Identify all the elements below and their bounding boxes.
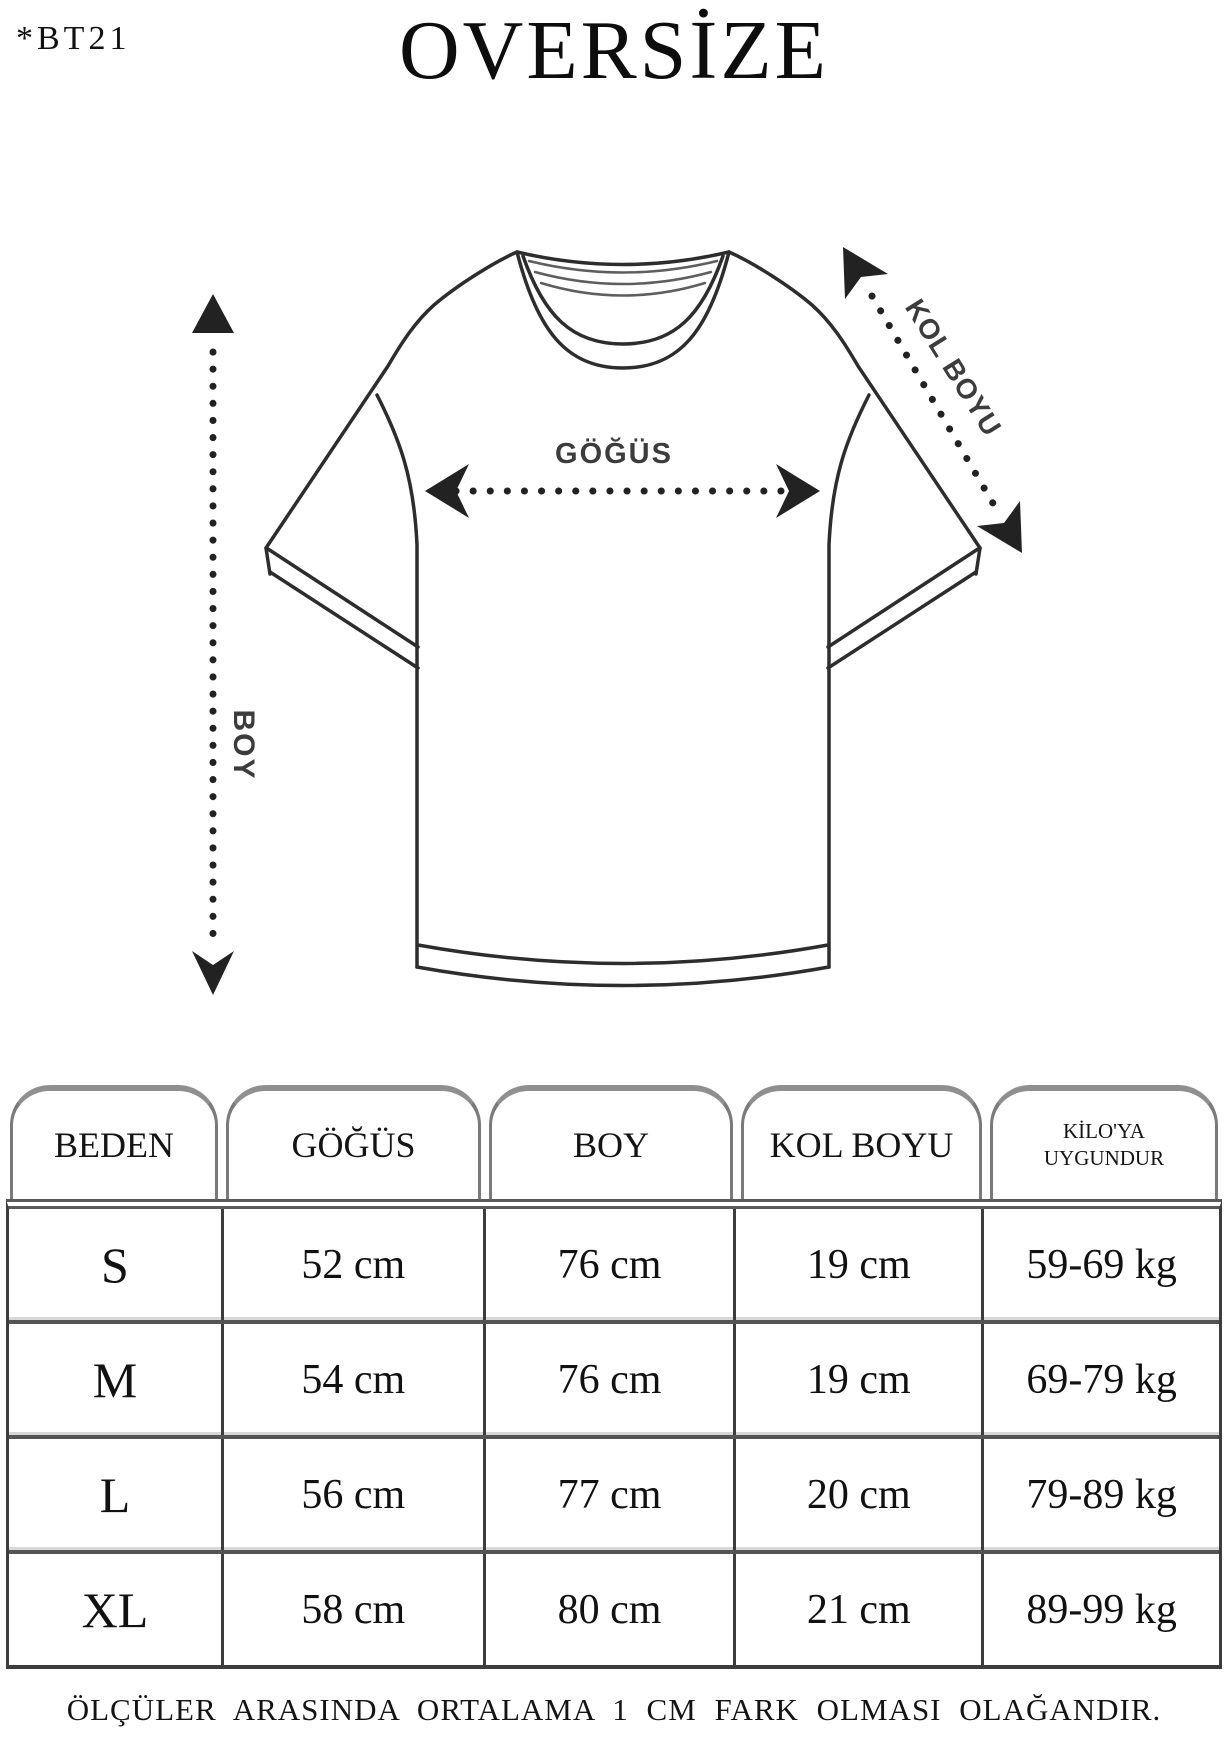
length-cell: 76 cm bbox=[486, 1209, 737, 1320]
size-table-body: S 52 cm 76 cm 19 cm 59-69 kg M 54 cm 76 … bbox=[6, 1199, 1222, 1669]
size-cell: M bbox=[9, 1324, 224, 1435]
length-cell: 80 cm bbox=[486, 1554, 737, 1665]
length-measure-label: BOY bbox=[227, 709, 260, 781]
table-row-m: M 54 cm 76 cm 19 cm 69-79 kg bbox=[9, 1320, 1219, 1435]
chest-cell: 54 cm bbox=[224, 1324, 486, 1435]
sleeve-arrow bbox=[843, 247, 1022, 553]
size-cell: XL bbox=[9, 1554, 224, 1665]
column-header-weight: KİLO'YA UYGUNDUR bbox=[990, 1085, 1218, 1199]
size-table-header-row: BEDEN GÖĞÜS BOY KOL BOYU KİLO'YA UYGUNDU… bbox=[6, 1085, 1222, 1199]
tshirt-measurement-diagram bbox=[192, 247, 1022, 995]
column-header-weight-text: KİLO'YA UYGUNDUR bbox=[1043, 1118, 1165, 1170]
sleeve-cell: 19 cm bbox=[736, 1209, 985, 1320]
table-row-xl: XL 58 cm 80 cm 21 cm 89-99 kg bbox=[9, 1550, 1219, 1665]
page-title: OVERSİZE bbox=[399, 4, 829, 97]
collar-rib-lines bbox=[527, 259, 719, 297]
chest-cell: 52 cm bbox=[224, 1209, 486, 1320]
table-row-s: S 52 cm 76 cm 19 cm 59-69 kg bbox=[9, 1209, 1219, 1320]
weight-cell: 59-69 kg bbox=[1026, 1241, 1177, 1288]
weight-cell: 89-99 kg bbox=[1026, 1586, 1177, 1633]
chest-cell: 58 cm bbox=[224, 1554, 486, 1665]
weight-cell: 69-79 kg bbox=[1026, 1356, 1177, 1403]
product-code: *BT21 bbox=[16, 20, 131, 57]
size-table: BEDEN GÖĞÜS BOY KOL BOYU KİLO'YA UYGUNDU… bbox=[6, 1085, 1222, 1669]
tshirt-outline bbox=[264, 250, 982, 988]
column-header-length: BOY bbox=[489, 1085, 733, 1199]
size-cell: S bbox=[9, 1209, 224, 1320]
length-arrow bbox=[192, 294, 234, 995]
chest-measure-label: GÖĞÜS bbox=[555, 438, 673, 470]
size-cell: L bbox=[9, 1439, 224, 1550]
sleeve-cell: 19 cm bbox=[736, 1324, 985, 1435]
column-header-chest: GÖĞÜS bbox=[226, 1085, 481, 1199]
length-cell: 76 cm bbox=[486, 1324, 737, 1435]
chest-arrow bbox=[425, 464, 820, 518]
column-header-sleeve: KOL BOYU bbox=[741, 1085, 982, 1199]
chest-cell: 56 cm bbox=[224, 1439, 486, 1550]
weight-cell: 79-89 kg bbox=[1026, 1471, 1177, 1518]
sleeve-cell: 21 cm bbox=[736, 1554, 985, 1665]
table-row-l: L 56 cm 77 cm 20 cm 79-89 kg bbox=[9, 1435, 1219, 1550]
length-cell: 77 cm bbox=[486, 1439, 737, 1550]
column-header-size: BEDEN bbox=[10, 1085, 218, 1199]
sleeve-cell: 20 cm bbox=[736, 1439, 985, 1550]
tolerance-note: ÖLÇÜLER ARASINDA ORTALAMA 1 CM FARK OLMA… bbox=[66, 1692, 1162, 1727]
